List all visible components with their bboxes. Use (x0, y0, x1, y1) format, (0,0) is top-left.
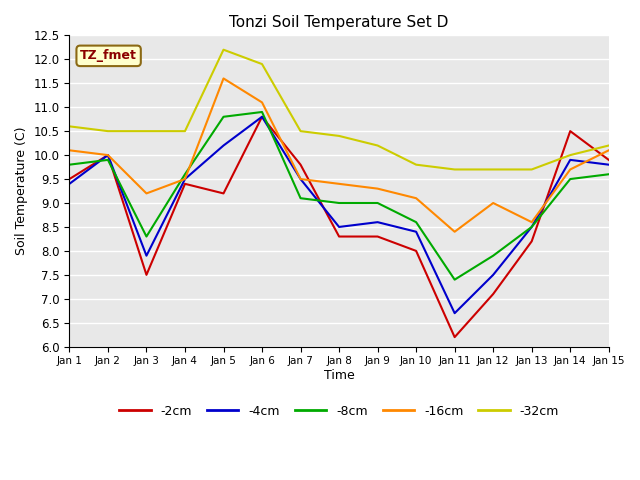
Title: Tonzi Soil Temperature Set D: Tonzi Soil Temperature Set D (229, 15, 449, 30)
X-axis label: Time: Time (324, 369, 355, 382)
Text: TZ_fmet: TZ_fmet (80, 49, 137, 62)
Legend: -2cm, -4cm, -8cm, -16cm, -32cm: -2cm, -4cm, -8cm, -16cm, -32cm (115, 400, 564, 423)
Y-axis label: Soil Temperature (C): Soil Temperature (C) (15, 127, 28, 255)
